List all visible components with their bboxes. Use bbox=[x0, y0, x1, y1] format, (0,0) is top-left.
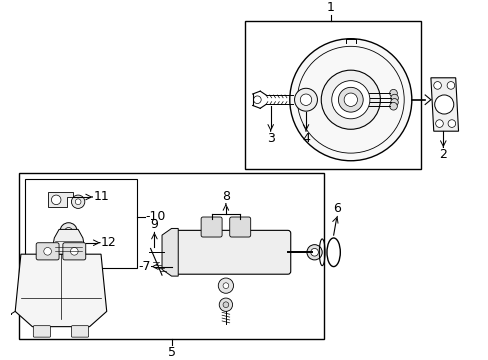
Bar bbox=[19, 173, 324, 339]
Bar bbox=[25, 179, 137, 269]
Circle shape bbox=[75, 199, 81, 204]
Circle shape bbox=[235, 222, 244, 231]
FancyBboxPatch shape bbox=[229, 217, 250, 237]
Circle shape bbox=[71, 195, 84, 208]
Polygon shape bbox=[47, 192, 73, 207]
Circle shape bbox=[344, 93, 357, 107]
Circle shape bbox=[390, 94, 398, 102]
Circle shape bbox=[390, 99, 398, 106]
FancyBboxPatch shape bbox=[33, 326, 50, 337]
Circle shape bbox=[223, 283, 228, 288]
Text: 1: 1 bbox=[326, 1, 334, 14]
Circle shape bbox=[223, 302, 228, 307]
Circle shape bbox=[433, 82, 441, 89]
Circle shape bbox=[60, 223, 77, 240]
Circle shape bbox=[447, 120, 455, 127]
Circle shape bbox=[166, 266, 174, 273]
Text: -10: -10 bbox=[145, 210, 166, 223]
Polygon shape bbox=[162, 229, 178, 276]
Circle shape bbox=[253, 96, 261, 104]
Circle shape bbox=[166, 231, 174, 239]
Text: -7: -7 bbox=[138, 260, 150, 273]
Circle shape bbox=[389, 89, 397, 97]
Text: 3: 3 bbox=[266, 132, 274, 145]
Text: 6: 6 bbox=[333, 202, 341, 215]
Circle shape bbox=[338, 87, 363, 112]
Circle shape bbox=[206, 222, 216, 231]
Text: 4: 4 bbox=[302, 132, 309, 145]
Circle shape bbox=[64, 228, 72, 235]
Circle shape bbox=[434, 95, 453, 114]
Text: 12: 12 bbox=[101, 236, 117, 249]
Polygon shape bbox=[15, 254, 106, 327]
Text: 11: 11 bbox=[93, 190, 109, 203]
Ellipse shape bbox=[331, 81, 369, 119]
Circle shape bbox=[310, 248, 318, 256]
FancyBboxPatch shape bbox=[71, 326, 88, 337]
Bar bbox=[244, 21, 421, 169]
FancyBboxPatch shape bbox=[201, 217, 222, 237]
Polygon shape bbox=[51, 229, 85, 254]
FancyBboxPatch shape bbox=[36, 243, 59, 260]
Circle shape bbox=[300, 94, 311, 105]
Text: 9: 9 bbox=[150, 218, 158, 231]
Circle shape bbox=[219, 298, 232, 311]
Text: 2: 2 bbox=[438, 148, 447, 161]
FancyBboxPatch shape bbox=[63, 243, 85, 260]
Circle shape bbox=[44, 248, 51, 255]
Circle shape bbox=[435, 120, 443, 127]
Circle shape bbox=[294, 88, 317, 111]
Text: 8: 8 bbox=[222, 190, 229, 203]
Circle shape bbox=[446, 82, 454, 89]
FancyBboxPatch shape bbox=[170, 230, 290, 274]
Circle shape bbox=[70, 248, 78, 255]
Circle shape bbox=[306, 245, 322, 260]
Circle shape bbox=[51, 195, 61, 204]
Ellipse shape bbox=[289, 39, 411, 161]
Polygon shape bbox=[430, 78, 458, 131]
Ellipse shape bbox=[321, 70, 380, 129]
Circle shape bbox=[389, 103, 397, 110]
Text: 5: 5 bbox=[167, 346, 175, 359]
Circle shape bbox=[218, 278, 233, 293]
